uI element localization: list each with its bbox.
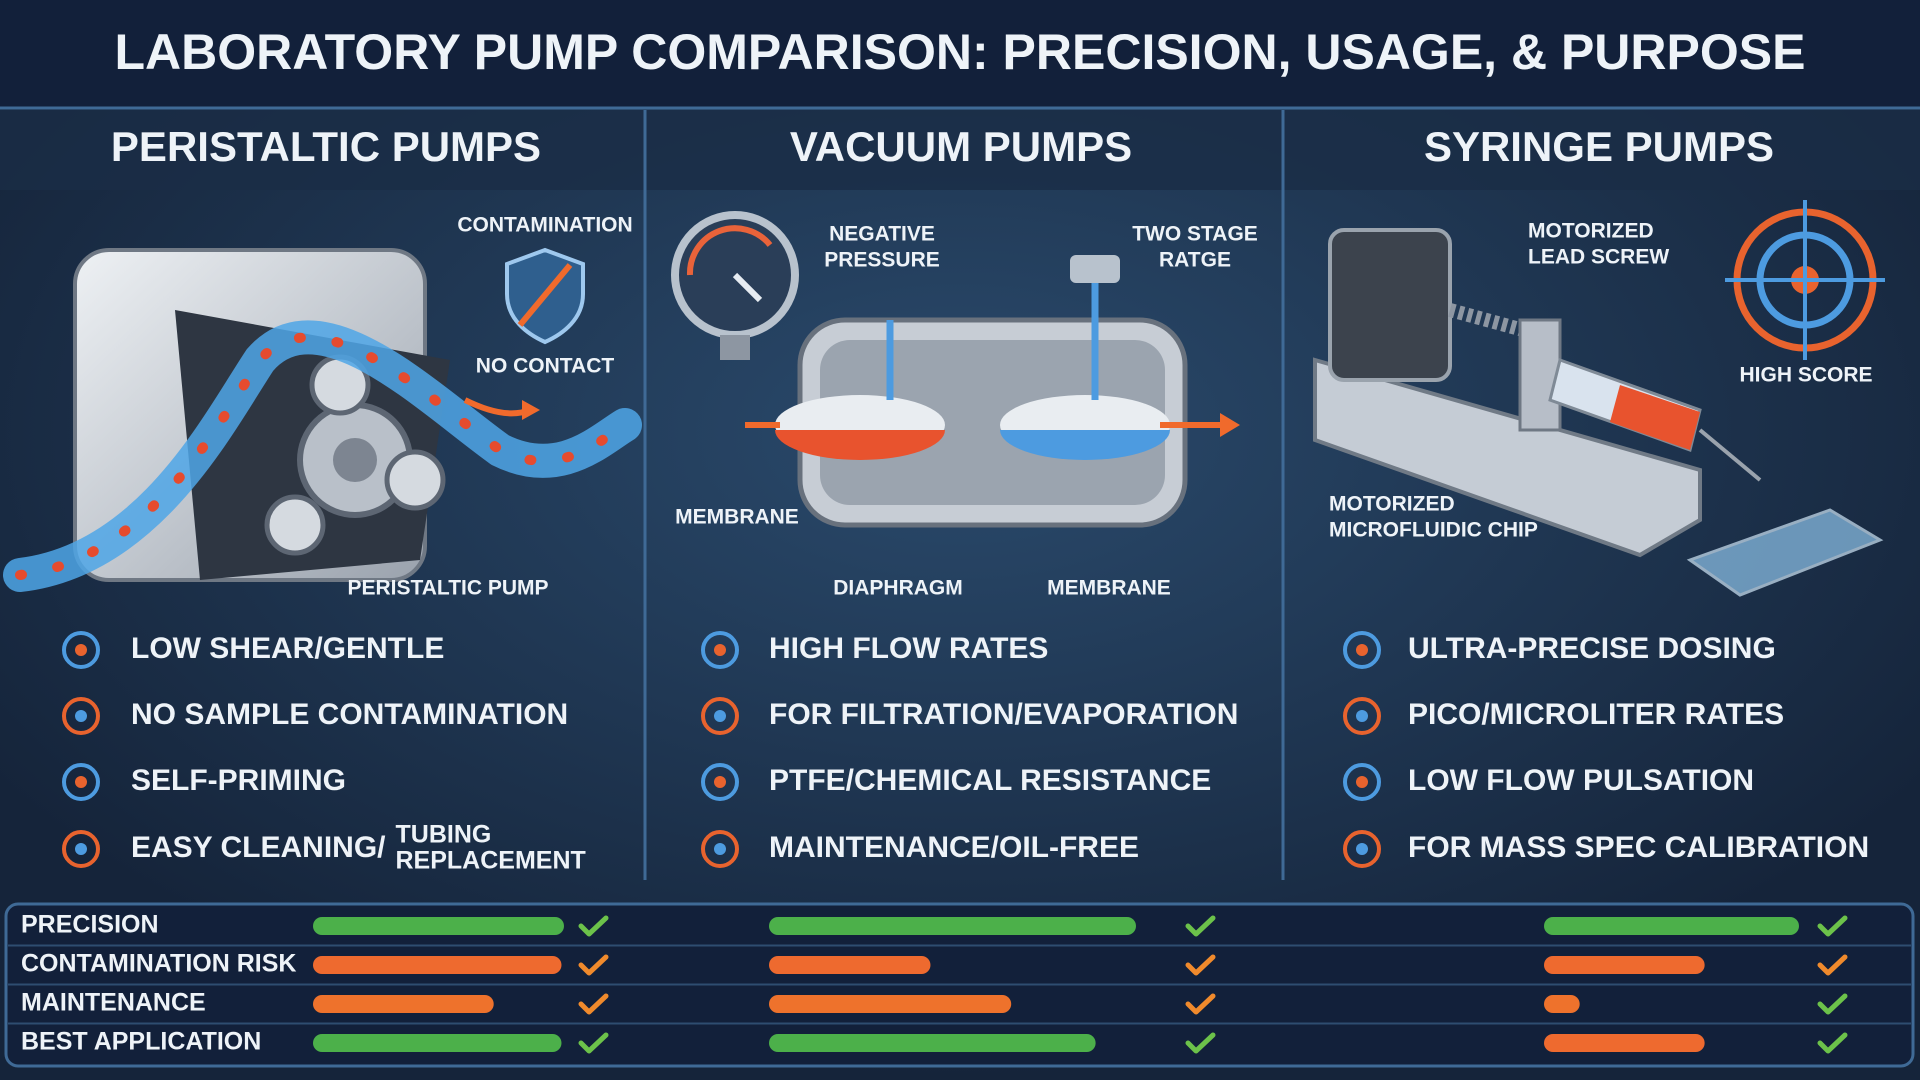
illustration-label: CONTAMINATION <box>457 214 632 237</box>
check-mark <box>578 915 609 937</box>
column-heading: PERISTALTIC PUMPS <box>111 123 541 170</box>
check-mark <box>1185 954 1216 976</box>
rating-bar <box>313 1034 562 1052</box>
feature-icon <box>701 830 739 868</box>
syringe-illustration <box>1313 200 1885 597</box>
feature-text: PICO/MICROLITER RATES <box>1408 698 1784 731</box>
check-mark <box>1817 993 1848 1015</box>
feature-icon-dot <box>714 776 726 788</box>
feature-icon-dot <box>714 843 726 855</box>
peristaltic-illustration <box>3 247 642 592</box>
feature-icon <box>701 697 739 735</box>
feature-icon-dot <box>714 710 726 722</box>
feature-icon <box>62 697 100 735</box>
row-label: CONTAMINATION RISK <box>21 950 296 978</box>
vacuum-illustration <box>671 211 1240 528</box>
rating-bar <box>313 917 564 935</box>
feature-icon-dot <box>1356 710 1368 722</box>
feature-icon-dot <box>75 644 87 656</box>
feature-icon <box>1343 763 1381 801</box>
feature-text: FOR FILTRATION/EVAPORATION <box>769 698 1238 731</box>
feature-icon <box>62 631 100 669</box>
check-mark <box>1185 1032 1216 1054</box>
feature-icon-dot <box>714 644 726 656</box>
feature-text: LOW FLOW PULSATION <box>1408 764 1754 797</box>
feature-icon-dot <box>1356 644 1368 656</box>
feature-text: SELF-PRIMING <box>131 764 346 797</box>
illustration-label: MOTORIZED <box>1329 493 1455 516</box>
check-mark <box>578 1032 609 1054</box>
check-mark <box>1817 915 1848 937</box>
feature-icon <box>701 631 739 669</box>
feature-icon <box>701 763 739 801</box>
rating-bar <box>769 995 1012 1013</box>
column-heading: VACUUM PUMPS <box>790 123 1132 170</box>
feature-note: REPLACEMENT <box>396 847 586 875</box>
illustration-label: NO CONTACT <box>476 355 615 378</box>
header-band <box>0 110 1920 190</box>
check-mark <box>1817 1032 1848 1054</box>
feature-icon-dot <box>75 710 87 722</box>
feature-icon <box>62 830 100 868</box>
feature-icon-dot <box>1356 776 1368 788</box>
check-mark <box>578 954 609 976</box>
feature-icon-dot <box>1356 843 1368 855</box>
column-heading: SYRINGE PUMPS <box>1424 123 1774 170</box>
feature-icon <box>1343 830 1381 868</box>
feature-text: ULTRA-PRECISE DOSING <box>1408 632 1776 665</box>
feature-text: FOR MASS SPEC CALIBRATION <box>1408 831 1869 864</box>
illustration-label: DIAPHRAGM <box>833 577 963 600</box>
page-title: LABORATORY PUMP COMPARISON: PRECISION, U… <box>115 24 1806 80</box>
rating-bar <box>769 917 1136 935</box>
feature-icon <box>1343 631 1381 669</box>
feature-icon <box>62 763 100 801</box>
illustration-label: LEAD SCREW <box>1528 246 1669 269</box>
row-label: PRECISION <box>21 911 159 939</box>
row-label: BEST APPLICATION <box>21 1028 261 1056</box>
check-mark <box>1817 954 1848 976</box>
feature-icon-dot <box>75 776 87 788</box>
check-mark <box>1185 915 1216 937</box>
illustration-label: MEMBRANE <box>1047 577 1171 600</box>
rating-bar <box>769 956 931 974</box>
feature-icon-dot <box>75 843 87 855</box>
illustration-label: PERISTALTIC PUMP <box>347 577 548 600</box>
illustration-label: RATGE <box>1159 249 1231 272</box>
rating-bar <box>1544 956 1705 974</box>
feature-text: HIGH FLOW RATES <box>769 632 1048 665</box>
illustration-label: PRESSURE <box>824 249 940 272</box>
rating-bar <box>313 956 562 974</box>
feature-text: NO SAMPLE CONTAMINATION <box>131 698 568 731</box>
illustration-label: MEMBRANE <box>675 506 799 529</box>
check-mark <box>578 993 609 1015</box>
feature-note: TUBING <box>396 821 492 849</box>
illustration-label: MOTORIZED <box>1528 220 1654 243</box>
check-mark <box>1185 993 1216 1015</box>
title-bar <box>0 0 1920 108</box>
illustration-label: MICROFLUIDIC CHIP <box>1329 519 1538 542</box>
illustration-label: TWO STAGE <box>1132 223 1258 246</box>
illustration-label: NEGATIVE <box>829 223 935 246</box>
rating-bar <box>1544 1034 1705 1052</box>
feature-text: EASY CLEANING/ <box>131 831 386 864</box>
feature-text: LOW SHEAR/GENTLE <box>131 632 444 665</box>
illustration-label: HIGH SCORE <box>1739 364 1872 387</box>
rating-bar <box>313 995 494 1013</box>
rating-bar <box>769 1034 1096 1052</box>
row-label: MAINTENANCE <box>21 989 206 1017</box>
feature-text: PTFE/CHEMICAL RESISTANCE <box>769 764 1211 797</box>
feature-icon <box>1343 697 1381 735</box>
rating-bar <box>1544 917 1799 935</box>
feature-text: MAINTENANCE/OIL-FREE <box>769 831 1139 864</box>
rating-bar <box>1544 995 1580 1013</box>
